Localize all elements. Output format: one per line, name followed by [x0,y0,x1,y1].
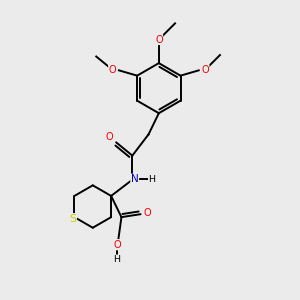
Text: O: O [106,132,113,142]
Text: O: O [201,65,209,75]
Text: O: O [155,34,163,45]
Text: O: O [113,240,121,250]
Text: H: H [148,175,156,184]
Text: H: H [113,255,121,264]
Text: O: O [143,208,151,218]
Text: N: N [131,174,139,184]
Text: S: S [69,214,76,224]
Text: O: O [109,65,116,75]
